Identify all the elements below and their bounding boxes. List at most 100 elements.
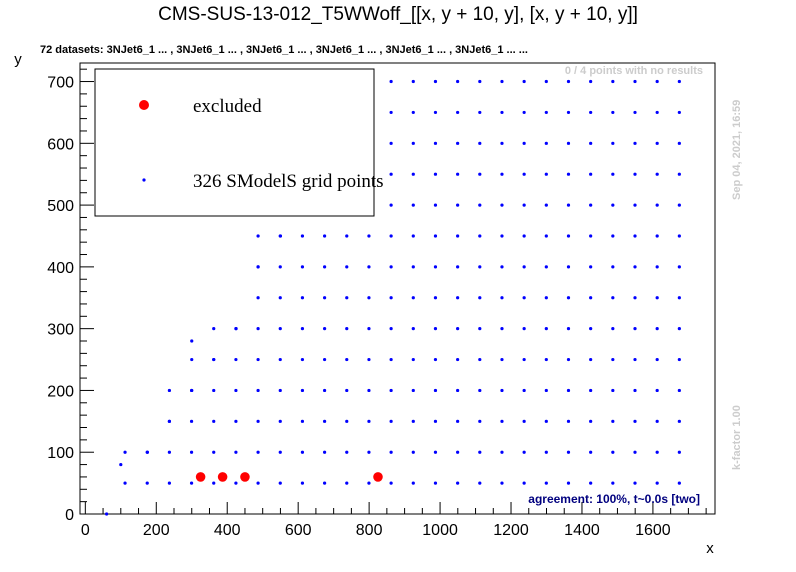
- grid-point: [389, 296, 393, 300]
- grid-point: [677, 265, 681, 269]
- grid-point: [500, 388, 504, 393]
- grid-point: [234, 388, 238, 393]
- grid-point: [677, 172, 681, 176]
- grid-point: [212, 388, 216, 393]
- grid-point: [367, 450, 371, 454]
- legend-label-grid-points: 326 SModelS grid points: [193, 171, 384, 192]
- grid-point: [633, 327, 637, 331]
- grid-point: [256, 265, 260, 269]
- grid-point: [367, 265, 371, 269]
- grid-point: [478, 419, 482, 423]
- grid-point: [478, 450, 482, 454]
- grid-point: [677, 79, 681, 84]
- x-tick-label: 400: [214, 522, 241, 539]
- k-factor-note: k-factor 1.00: [731, 405, 743, 470]
- grid-point: [544, 110, 548, 115]
- grid-point: [411, 172, 415, 176]
- grid-point: [433, 419, 438, 423]
- x-tick-label: 1400: [564, 522, 600, 539]
- grid-point: [589, 327, 593, 331]
- grid-point: [145, 450, 150, 454]
- legend: excluded 326 SModelS grid points: [94, 68, 384, 217]
- grid-point: [611, 141, 615, 145]
- grid-point: [589, 450, 593, 454]
- grid-point: [566, 172, 571, 176]
- x-tick-label: 1000: [422, 522, 458, 539]
- legend-marker-excluded: [139, 100, 149, 110]
- grid-point: [677, 388, 681, 393]
- grid-point: [566, 234, 571, 238]
- grid-point: [456, 172, 460, 176]
- grid-point: [566, 481, 571, 485]
- grid-point: [677, 357, 681, 362]
- grid-point: [411, 357, 415, 362]
- grid-point: [212, 357, 216, 362]
- grid-point: [655, 450, 659, 454]
- grid-point: [433, 172, 438, 176]
- grid-point: [589, 203, 593, 207]
- grid-point: [456, 357, 460, 362]
- grid-point: [433, 265, 438, 269]
- grid-point: [212, 481, 216, 485]
- x-axis-label: x: [706, 540, 714, 557]
- grid-point: [389, 450, 393, 454]
- x-tick-label: 0: [81, 522, 90, 539]
- grid-point: [544, 481, 548, 485]
- y-tick-label: 300: [47, 322, 74, 339]
- grid-point: [566, 419, 571, 423]
- grid-point: [633, 388, 637, 393]
- grid-point: [677, 450, 681, 454]
- grid-point: [345, 450, 349, 454]
- grid-point: [367, 481, 371, 485]
- grid-point: [189, 419, 194, 423]
- grid-point: [589, 388, 593, 393]
- grid-point: [611, 481, 615, 485]
- grid-point: [522, 79, 526, 84]
- grid-point: [500, 419, 504, 423]
- grid-point: [411, 419, 415, 423]
- grid-point: [544, 203, 548, 207]
- grid-point: [522, 234, 526, 238]
- grid-point: [633, 203, 637, 207]
- grid-point: [500, 110, 504, 115]
- grid-point: [522, 419, 526, 423]
- grid-point: [544, 388, 548, 393]
- grid-point: [655, 388, 659, 393]
- grid-point: [300, 388, 305, 393]
- grid-point: [322, 296, 327, 300]
- grid-point: [655, 234, 659, 238]
- grid-point: [677, 327, 681, 331]
- grid-point: [589, 481, 593, 485]
- agreement-note: agreement: 100%, t~0.0s [two]: [528, 492, 700, 506]
- grid-point: [589, 234, 593, 238]
- grid-point: [677, 234, 681, 238]
- chart-title: CMS-SUS-13-012_T5WWoff_[[x, y + 10, y], …: [158, 4, 638, 25]
- grid-point: [322, 388, 327, 393]
- grid-point: [456, 79, 460, 84]
- grid-point: [389, 79, 393, 84]
- grid-point: [411, 450, 415, 454]
- grid-point: [322, 357, 327, 362]
- excluded-point: [373, 472, 383, 482]
- plot-frame: [79, 62, 716, 515]
- grid-point: [456, 419, 460, 423]
- grid-point: [367, 234, 371, 238]
- grid-point: [322, 450, 327, 454]
- grid-point: [566, 203, 571, 207]
- grid-point: [544, 296, 548, 300]
- grid-point: [611, 388, 615, 393]
- grid-point: [433, 110, 438, 115]
- grid-point: [300, 234, 305, 238]
- grid-point: [234, 419, 238, 423]
- grid-point: [189, 450, 194, 454]
- grid-point: [411, 327, 415, 331]
- grid-point: [212, 327, 216, 331]
- grid-point: [633, 265, 637, 269]
- grid-point: [655, 172, 659, 176]
- x-tick-label: 200: [143, 522, 170, 539]
- grid-point: [633, 79, 637, 84]
- grid-point: [522, 450, 526, 454]
- y-tick-label: 600: [47, 136, 74, 153]
- grid-point: [300, 296, 305, 300]
- grid-point: [433, 357, 438, 362]
